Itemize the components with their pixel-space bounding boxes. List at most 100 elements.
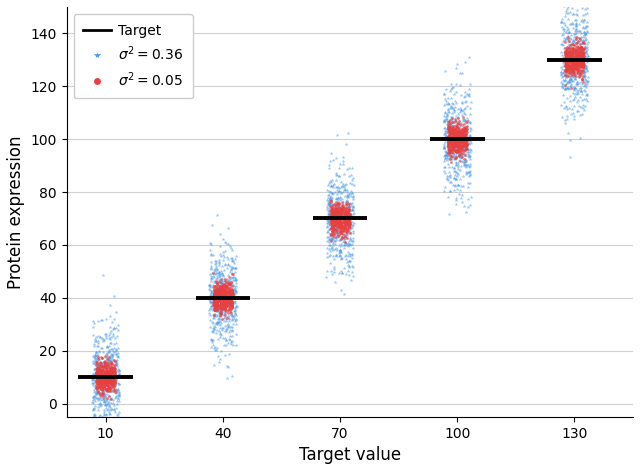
Point xyxy=(582,90,593,98)
Point xyxy=(454,138,464,146)
Point xyxy=(343,208,353,216)
Point xyxy=(560,72,570,79)
Point xyxy=(106,375,116,383)
Point xyxy=(105,395,115,403)
Point xyxy=(567,65,577,73)
Point xyxy=(459,137,469,145)
Point xyxy=(211,303,221,310)
Point xyxy=(205,289,216,296)
Point xyxy=(464,92,474,100)
Point xyxy=(344,165,355,172)
Point xyxy=(339,218,349,226)
Point xyxy=(572,59,582,66)
Point xyxy=(211,290,221,298)
Point xyxy=(565,46,575,53)
Point xyxy=(325,157,335,164)
Point xyxy=(441,129,451,136)
Point xyxy=(347,212,357,219)
Point xyxy=(564,64,574,71)
Point xyxy=(448,136,458,144)
Point xyxy=(454,137,464,145)
Point xyxy=(449,136,459,144)
Point xyxy=(447,127,458,135)
Point xyxy=(105,374,115,381)
Point xyxy=(95,385,105,393)
Point xyxy=(210,293,220,301)
Point xyxy=(330,211,340,219)
Point xyxy=(222,298,232,306)
Point xyxy=(463,152,473,160)
Point xyxy=(336,208,346,216)
Point xyxy=(214,287,225,295)
Point xyxy=(578,58,588,66)
Point xyxy=(343,223,353,231)
Point xyxy=(564,55,575,63)
Point xyxy=(97,387,107,394)
Point xyxy=(344,211,354,219)
Point xyxy=(206,265,216,273)
Point xyxy=(445,81,456,88)
Point xyxy=(342,191,353,199)
Point xyxy=(447,135,457,142)
Point xyxy=(221,292,231,300)
Point xyxy=(213,287,223,295)
Point xyxy=(335,220,345,227)
Point xyxy=(109,387,120,394)
Point xyxy=(93,378,103,386)
Point xyxy=(104,355,115,362)
Point xyxy=(461,128,471,135)
Point xyxy=(218,294,228,301)
Point xyxy=(460,140,470,147)
Point xyxy=(94,378,104,385)
Point xyxy=(225,289,235,296)
Point xyxy=(207,338,217,346)
Point xyxy=(454,128,465,135)
Point xyxy=(335,220,345,227)
Point xyxy=(342,212,352,220)
Point xyxy=(568,68,579,75)
Point xyxy=(445,139,456,146)
Point xyxy=(113,356,123,364)
Point xyxy=(231,316,241,324)
Point xyxy=(463,163,474,171)
Point xyxy=(101,381,111,389)
Point xyxy=(556,102,566,109)
Point xyxy=(579,42,589,49)
Point xyxy=(106,339,116,346)
Point xyxy=(228,300,238,307)
Point xyxy=(566,41,577,49)
Point xyxy=(579,68,589,75)
Point xyxy=(328,223,338,231)
Point xyxy=(447,99,458,107)
Point xyxy=(219,286,229,293)
Point xyxy=(91,352,101,359)
Point xyxy=(337,233,348,241)
Point xyxy=(330,245,340,252)
Point xyxy=(449,138,459,146)
Point xyxy=(338,227,348,235)
Point xyxy=(557,40,567,47)
Point xyxy=(97,425,108,432)
Point xyxy=(561,53,571,61)
Point xyxy=(579,48,589,55)
Point xyxy=(572,79,582,86)
Point xyxy=(95,400,106,407)
Point xyxy=(209,289,219,296)
Point xyxy=(440,138,451,146)
Point xyxy=(566,40,576,48)
Point xyxy=(444,150,454,157)
Point xyxy=(332,219,342,227)
Point xyxy=(348,234,358,242)
Point xyxy=(99,377,109,384)
Point xyxy=(98,337,108,345)
Point xyxy=(327,213,337,220)
Point xyxy=(95,333,106,341)
Point xyxy=(222,374,232,382)
Point xyxy=(557,0,567,1)
Point xyxy=(103,399,113,407)
Point xyxy=(449,128,460,135)
Point xyxy=(104,364,115,372)
Point xyxy=(107,379,117,387)
Point xyxy=(568,10,578,18)
Point xyxy=(577,43,587,50)
